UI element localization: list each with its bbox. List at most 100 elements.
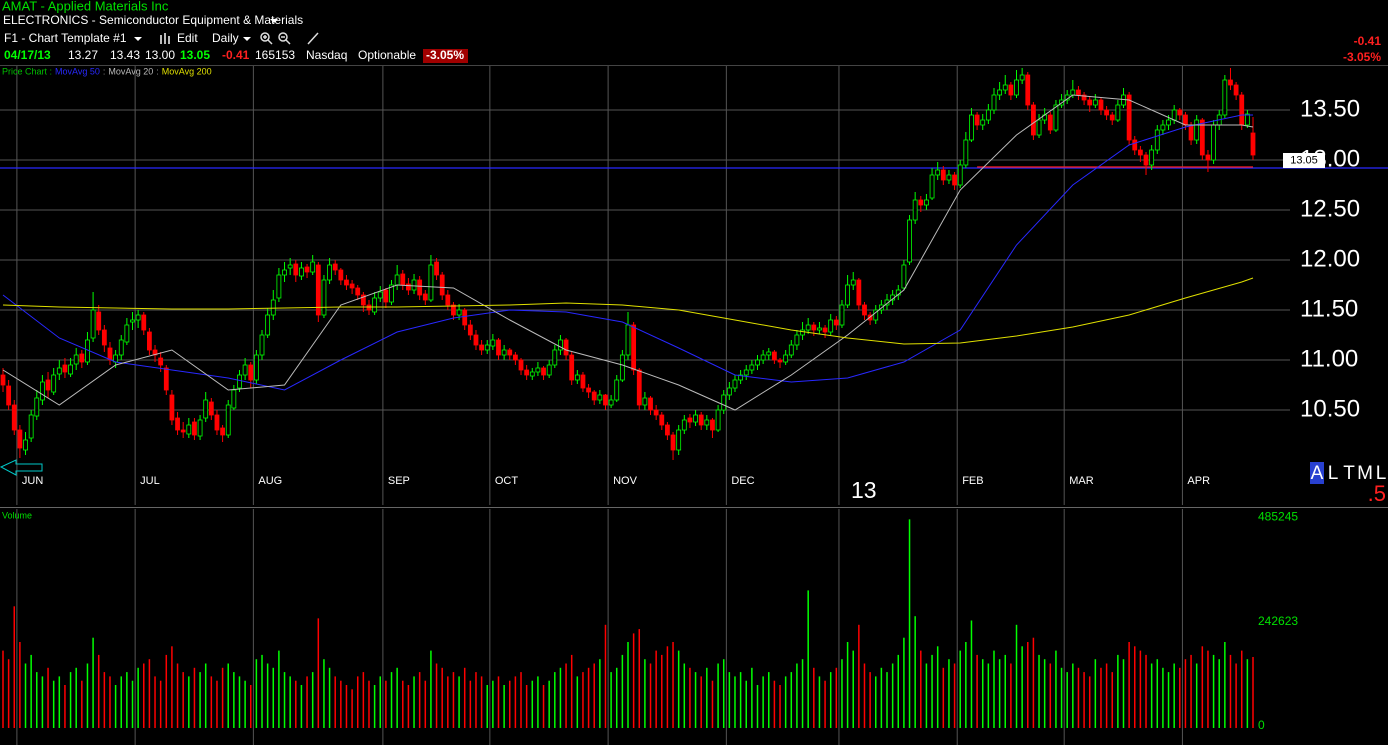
volume-bar	[413, 676, 415, 728]
legend-entry: Price Chart :	[2, 66, 52, 76]
candle-body	[422, 293, 428, 301]
quote-low: 13.00	[145, 48, 175, 62]
candle-body	[642, 397, 648, 406]
volume-bar	[965, 642, 967, 728]
symbol-title: AMAT - Applied Materials Inc	[2, 0, 169, 13]
dropdown-arrow[interactable]	[134, 37, 142, 41]
volume-bar	[19, 642, 21, 728]
volume-bar	[818, 676, 821, 728]
volume-bar	[779, 685, 781, 728]
candle-body	[907, 219, 912, 263]
indicator-tags[interactable]: A L T M L.5	[1310, 462, 1386, 506]
candle-body	[985, 109, 991, 121]
volume-bar	[953, 663, 956, 728]
candle-body	[17, 429, 23, 449]
candle-body	[169, 394, 175, 421]
candle-body	[101, 329, 107, 346]
volume-bar	[593, 663, 595, 728]
draw-tool[interactable]	[307, 32, 319, 45]
moving-average	[2, 277, 1254, 345]
volume-bar	[661, 654, 663, 728]
candle-body	[73, 354, 79, 365]
candle-body	[1211, 124, 1216, 161]
period-menu[interactable]: Daily	[212, 31, 239, 45]
candle-body	[873, 309, 879, 321]
edit-menu[interactable]: Edit	[177, 31, 198, 45]
volume-bar	[869, 672, 871, 728]
dropdown-arrow[interactable]	[270, 19, 278, 23]
volume-bar	[244, 680, 246, 728]
volume-bar	[689, 667, 691, 728]
candle-body	[1171, 109, 1177, 121]
candle-body	[619, 354, 625, 381]
candle-body	[850, 279, 856, 286]
scroll-arrow[interactable]	[0, 459, 43, 476]
right-change: -0.41	[1354, 34, 1382, 48]
volume-bar	[610, 672, 612, 728]
candle-body	[817, 327, 822, 331]
candle-body	[34, 397, 40, 417]
candle-body	[130, 319, 135, 323]
candle-body	[56, 367, 62, 375]
candle-body	[1081, 94, 1087, 101]
volume-bar	[103, 672, 106, 728]
volume-bar	[385, 680, 387, 728]
candle-body	[192, 421, 197, 436]
dropdown-arrow[interactable]	[243, 37, 251, 41]
volume-bar	[542, 685, 545, 728]
candle-body	[1177, 109, 1183, 116]
candle-body	[146, 331, 152, 351]
candle-body	[1244, 113, 1250, 126]
volume-bar	[379, 676, 382, 728]
volume-bar	[548, 680, 550, 728]
volume-bar	[1218, 659, 1220, 728]
industry[interactable]: ELECTRONICS - Semiconductor Equipment & …	[3, 13, 303, 27]
candle-body	[484, 344, 490, 351]
candle-body	[158, 357, 164, 366]
volume-bar	[925, 663, 928, 728]
candle-body	[512, 354, 518, 361]
volume-bar	[903, 637, 905, 728]
volume-bar	[886, 672, 888, 728]
volume-bar	[165, 654, 168, 728]
volume-bar	[109, 676, 111, 728]
candle-body	[1025, 74, 1031, 106]
candle-body	[434, 261, 439, 276]
candle-body	[856, 279, 862, 306]
candle-body	[580, 374, 586, 389]
candle-body	[788, 344, 794, 356]
candle-body	[1188, 124, 1194, 141]
volume-bar	[351, 689, 353, 728]
volume-bar	[447, 676, 449, 728]
candle-body	[546, 364, 552, 376]
candle-body	[991, 94, 997, 111]
volume-bar	[672, 642, 674, 728]
candle-body	[659, 414, 665, 426]
volume-bar	[728, 672, 731, 728]
candle-body	[1160, 124, 1166, 131]
volume-bar	[880, 667, 883, 728]
y-tick-label: 13.50	[1300, 95, 1360, 122]
template[interactable]: F1 - Chart Template #1	[4, 31, 127, 45]
candle-body	[766, 351, 772, 356]
candle-body	[1104, 109, 1110, 116]
quote-optionable: Optionable	[358, 48, 416, 62]
candle-body	[242, 364, 248, 376]
x-tick-label: FEB	[962, 475, 983, 487]
volume-bar	[171, 646, 173, 728]
volume-bar	[1150, 663, 1153, 728]
candle-body	[394, 274, 400, 286]
zoom-in[interactable]	[260, 32, 273, 45]
volume-bar	[942, 667, 945, 728]
bars-icon[interactable]	[160, 33, 170, 44]
zoom-out[interactable]	[278, 32, 291, 45]
candle-body	[518, 359, 524, 371]
candle-body	[203, 399, 209, 419]
volume-bar	[649, 663, 652, 728]
volume-bar	[441, 667, 443, 728]
candle-body	[845, 284, 850, 306]
candle-body	[51, 374, 57, 393]
volume-bar	[424, 680, 427, 728]
volume-bar	[582, 672, 584, 728]
volume-bar	[1190, 654, 1192, 728]
